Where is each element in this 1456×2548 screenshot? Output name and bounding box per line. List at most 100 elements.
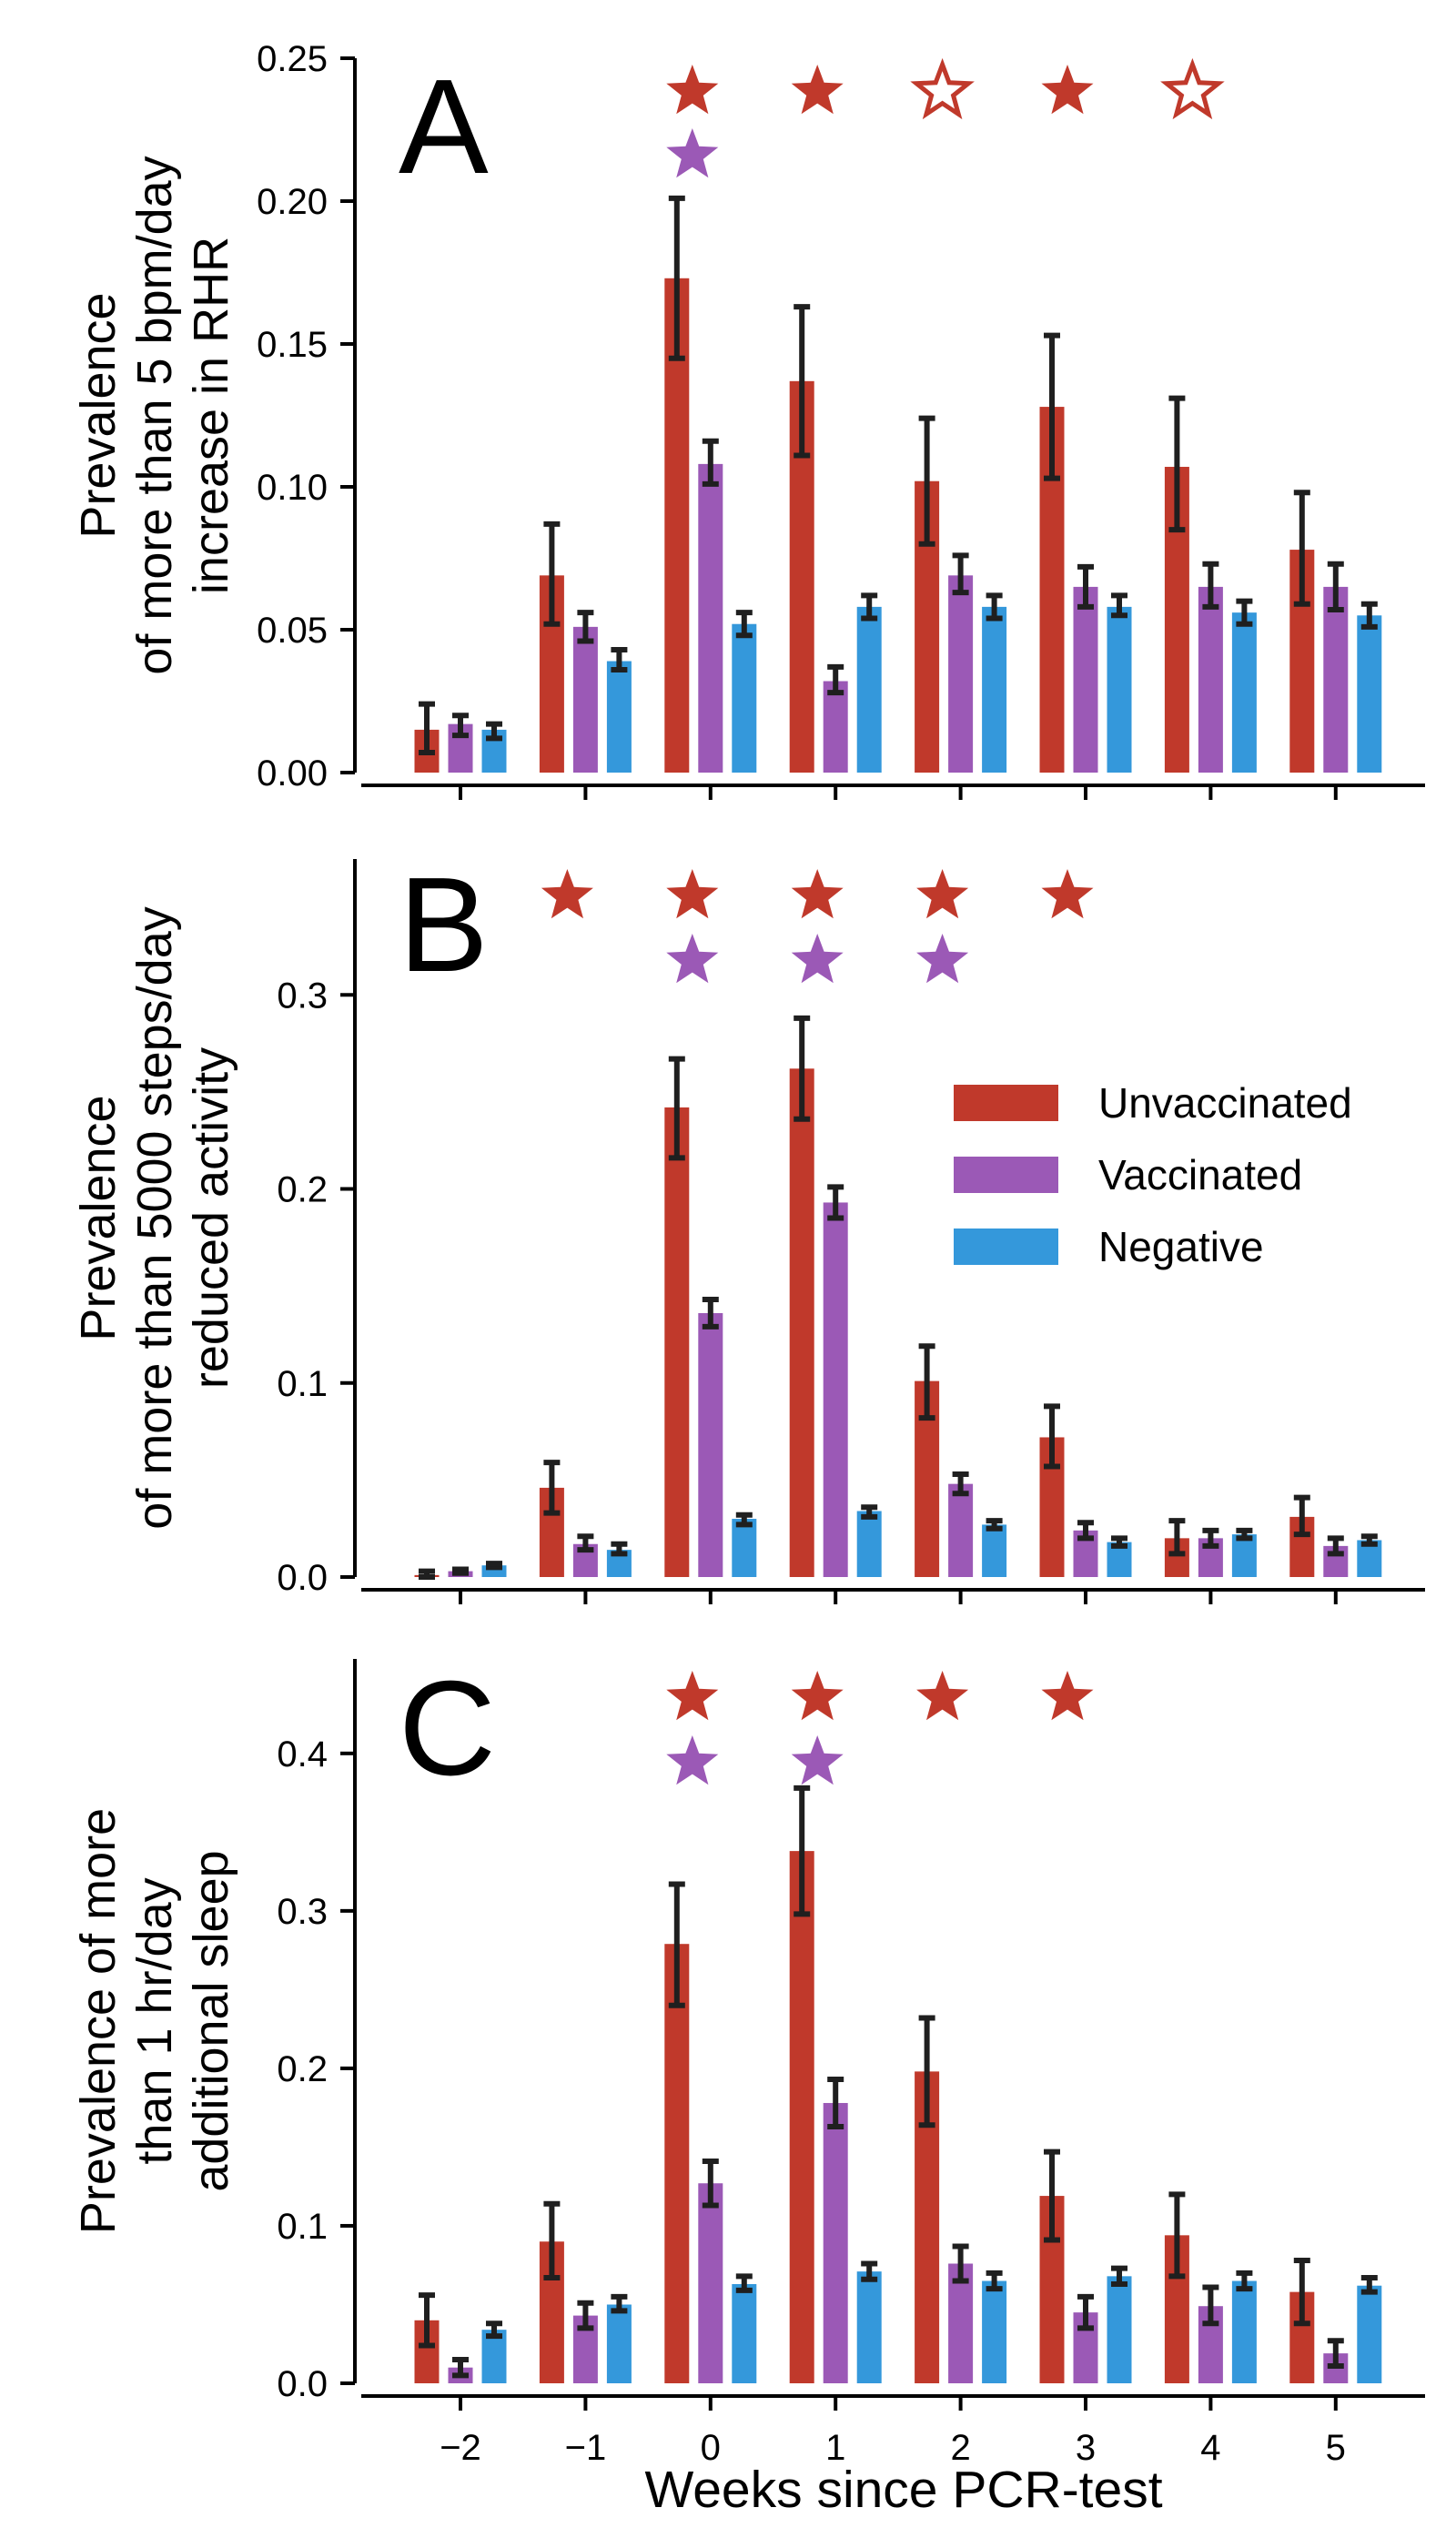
- y-tick-label: 0.0: [277, 1558, 328, 1598]
- bar-negative: [606, 661, 632, 773]
- significance-star: [666, 1735, 719, 1785]
- bar-negative: [856, 2271, 882, 2383]
- legend-label: Unvaccinated: [1098, 1079, 1352, 1127]
- bar-unvaccinated: [789, 1851, 814, 2383]
- bar-negative: [1107, 2276, 1132, 2383]
- bar-vaccinated: [823, 681, 848, 773]
- bar-negative: [1357, 615, 1382, 773]
- x-axis-label: Weeks since PCR-test: [644, 2461, 1162, 2519]
- panel-B: 0.0 0.1 0.2 0.3 Prevalenceof more than 5000 …: [71, 850, 1425, 1604]
- significance-star: [916, 869, 969, 919]
- panel-A: 0.00 0.05 0.10 0.15 0.20 0.25 Prevalenceof mor…: [71, 39, 1425, 800]
- x-tick-label: 1: [825, 2428, 845, 2468]
- bar-vaccinated: [948, 575, 974, 773]
- x-tick-label: 3: [1076, 2428, 1096, 2468]
- significance-star: [666, 869, 719, 919]
- significance-star: [791, 1671, 844, 1721]
- bar-vaccinated: [823, 1202, 848, 1577]
- bar-negative: [982, 1524, 1007, 1577]
- significance-star: [666, 934, 719, 984]
- bar-negative: [982, 606, 1007, 773]
- y-tick-label: 0.1: [277, 2207, 328, 2247]
- y-tick-label: 0.2: [277, 1170, 328, 1210]
- x-tick-label: 2: [950, 2428, 970, 2468]
- x-tick-label: 4: [1200, 2428, 1220, 2468]
- y-axis-label-line: of more than 5000 steps/day: [127, 906, 182, 1529]
- significance-star: [1041, 1671, 1094, 1721]
- bar-negative: [1231, 612, 1257, 773]
- significance-star: [666, 65, 719, 115]
- y-tick-label: 0.05: [257, 611, 328, 651]
- bar-negative: [732, 623, 757, 773]
- panel-letter: A: [399, 52, 489, 202]
- significance-star: [791, 934, 844, 984]
- significance-star: [541, 869, 593, 919]
- x-tick-label: 0: [701, 2428, 721, 2468]
- legend-label: Vaccinated: [1098, 1151, 1302, 1198]
- y-tick-label: 0.2: [277, 2049, 328, 2089]
- bar-negative: [856, 606, 882, 773]
- bar-vaccinated: [698, 2183, 723, 2383]
- y-tick-label: 0.25: [257, 39, 328, 79]
- bar-negative: [856, 1511, 882, 1577]
- bar-negative: [606, 2304, 632, 2383]
- y-axis-label: Prevalenceof more than 5000 steps/dayred…: [71, 906, 238, 1529]
- bar-vaccinated: [698, 463, 723, 773]
- bar-vaccinated: [1323, 586, 1349, 773]
- y-tick-label: 0.10: [257, 468, 328, 508]
- y-axis-label-line: reduced activity: [184, 1047, 238, 1389]
- bar-vaccinated: [572, 626, 598, 773]
- bar-vaccinated: [698, 1312, 723, 1577]
- y-tick-label: 0.0: [277, 2364, 328, 2404]
- y-axis-label: Prevalenceof more than 5 bpm/dayincrease…: [71, 156, 238, 674]
- significance-star: [910, 57, 975, 120]
- bar-unvaccinated: [664, 1107, 690, 1577]
- y-tick-label: 0.3: [277, 976, 328, 1016]
- bar-vaccinated: [1198, 586, 1223, 773]
- bar-vaccinated: [823, 2102, 848, 2383]
- significance-star: [1041, 65, 1094, 115]
- bar-negative: [732, 1519, 757, 1577]
- y-tick-label: 0.00: [257, 753, 328, 794]
- significance-star: [1160, 57, 1225, 120]
- y-tick-label: 0.15: [257, 325, 328, 365]
- significance-star: [1041, 869, 1094, 919]
- bar-negative: [1231, 1534, 1257, 1577]
- x-tick-label: 5: [1326, 2428, 1346, 2468]
- y-axis-label-line: Prevalence: [71, 292, 126, 538]
- bar-unvaccinated: [664, 1944, 690, 2383]
- significance-star: [791, 1735, 844, 1785]
- y-axis-label-line: additional sleep: [184, 1850, 238, 2191]
- significance-star: [916, 934, 969, 984]
- significance-star: [666, 1671, 719, 1721]
- x-tick-label: −1: [565, 2428, 607, 2468]
- y-axis-label-line: increase in RHR: [184, 237, 238, 594]
- y-axis-label-line: Prevalence: [71, 1095, 126, 1340]
- panel-letter: B: [399, 850, 489, 1000]
- bar-negative: [1231, 2280, 1257, 2383]
- bar-vaccinated: [1073, 586, 1098, 773]
- y-axis-label-line: of more than 5 bpm/day: [127, 156, 182, 674]
- x-tick-label: −2: [440, 2428, 481, 2468]
- legend-label: Negative: [1098, 1223, 1264, 1270]
- bar-vaccinated: [948, 1483, 974, 1577]
- significance-star: [916, 1671, 969, 1721]
- y-tick-label: 0.4: [277, 1734, 328, 1774]
- legend: Unvaccinated Vaccinated Negative: [954, 1079, 1352, 1270]
- panel-C: 0.0 0.1 0.2 0.3 0.4 Prevalence of morethan 1 …: [71, 1653, 1425, 2411]
- bar-unvaccinated: [789, 1068, 814, 1577]
- bar-negative: [982, 2280, 1007, 2383]
- y-tick-label: 0.20: [257, 182, 328, 222]
- bar-negative: [1357, 2285, 1382, 2383]
- y-tick-label: 0.1: [277, 1364, 328, 1404]
- bar-negative: [1107, 606, 1132, 773]
- legend-swatch-negative: [954, 1228, 1058, 1265]
- y-tick-label: 0.3: [277, 1892, 328, 1932]
- significance-star: [791, 869, 844, 919]
- legend-swatch-vaccinated: [954, 1157, 1058, 1193]
- y-axis-label: Prevalence of morethan 1 hr/dayadditiona…: [71, 1808, 238, 2234]
- bar-negative: [732, 2283, 757, 2383]
- legend-swatch-unvaccinated: [954, 1085, 1058, 1121]
- significance-star: [666, 128, 719, 178]
- panel-letter: C: [399, 1653, 496, 1804]
